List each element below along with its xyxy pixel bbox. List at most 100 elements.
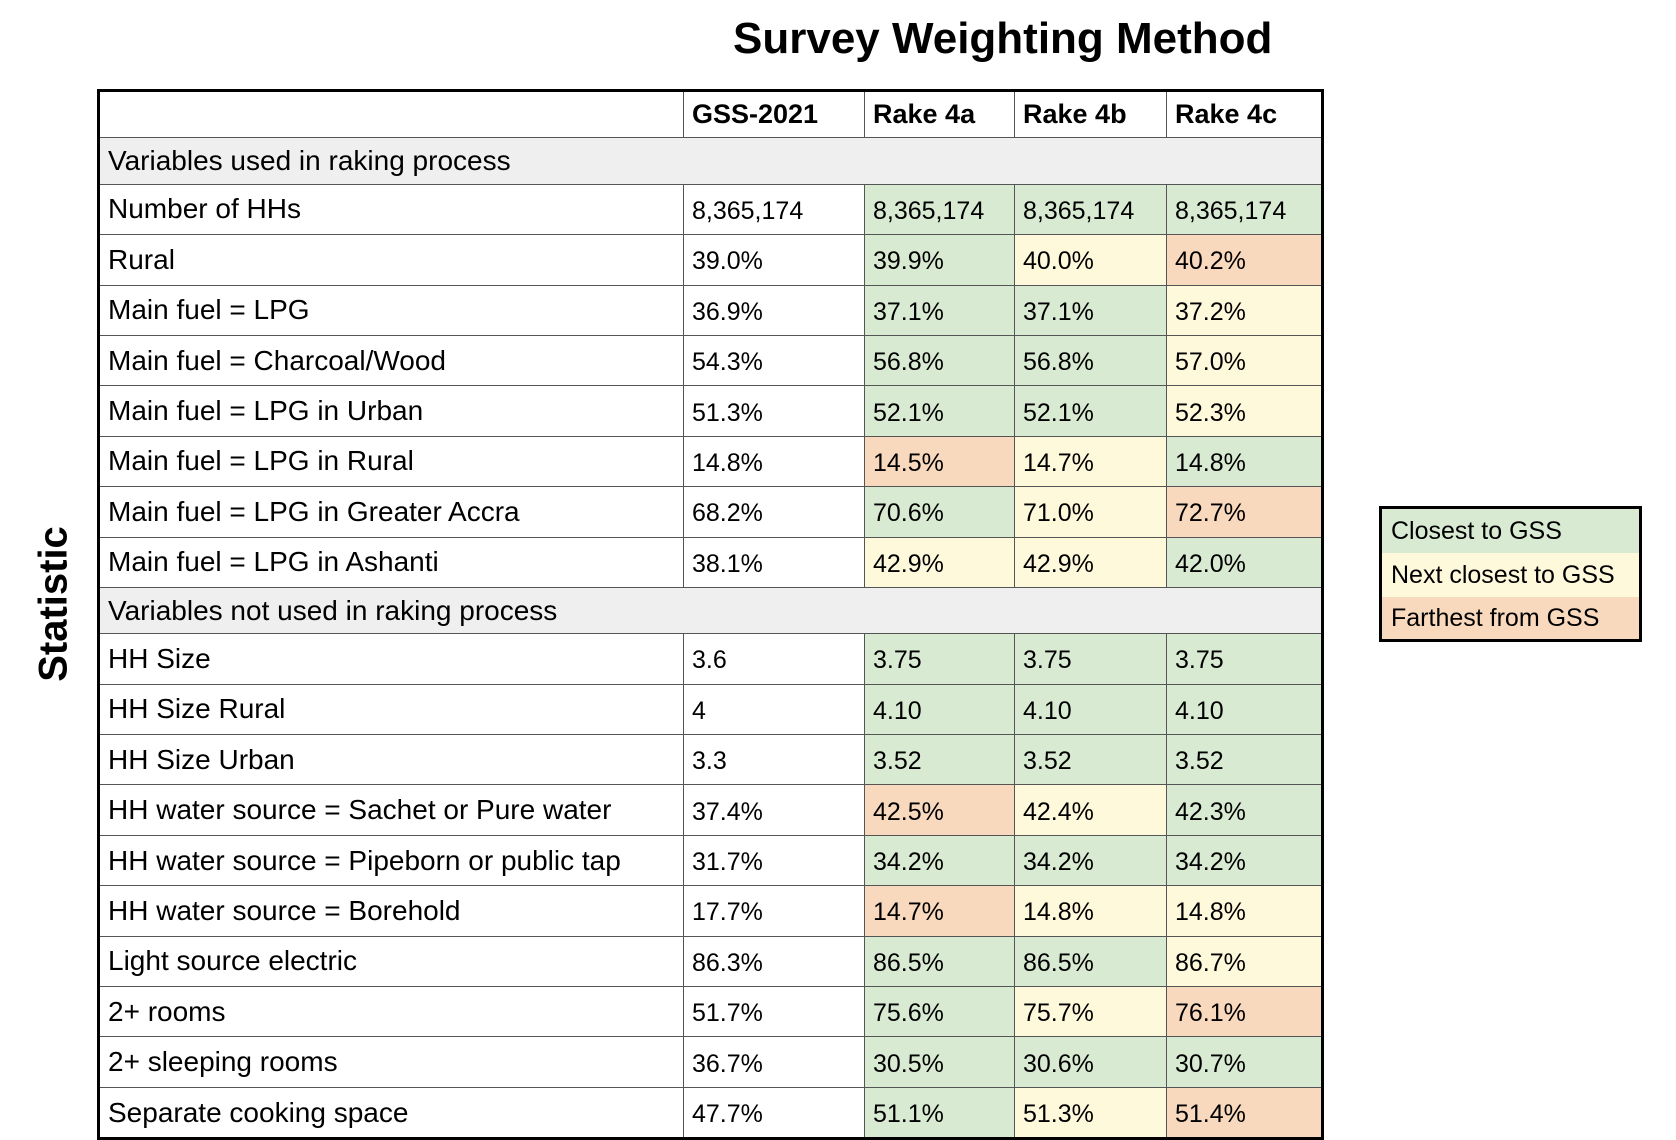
header-gss-2021: GSS-2021 — [683, 89, 865, 139]
value-cell-rake-4c: 3.75 — [1166, 633, 1323, 685]
value-cell-rake-4a: 4.10 — [864, 683, 1015, 736]
value-cell-rake-4c: 3.52 — [1166, 734, 1323, 786]
statistic-label: Rural — [98, 234, 684, 286]
value-cell-gss-2021: 8,365,174 — [683, 183, 865, 236]
value-cell-rake-4b: 3.75 — [1014, 633, 1167, 685]
value-cell-gss-2021: 86.3% — [683, 935, 865, 988]
table-row: Rural 39.0% 39.9% 40.0% 40.2% — [98, 234, 1323, 286]
value-cell-rake-4a: 42.9% — [864, 536, 1015, 588]
value-cell-rake-4a: 42.5% — [864, 784, 1015, 836]
value-cell-gss-2021: 3.6 — [683, 633, 865, 685]
value-cell-gss-2021: 37.4% — [683, 784, 865, 836]
value-cell-rake-4a: 51.1% — [864, 1086, 1015, 1140]
value-cell-gss-2021: 51.3% — [683, 385, 865, 437]
value-cell-gss-2021: 31.7% — [683, 834, 865, 887]
value-cell-rake-4c: 30.7% — [1166, 1036, 1323, 1088]
header-row: GSS-2021 Rake 4a Rake 4b Rake 4c — [98, 89, 1323, 139]
value-cell-rake-4b: 14.8% — [1014, 885, 1167, 937]
value-cell-rake-4b: 75.7% — [1014, 986, 1167, 1038]
table-body: Variables used in raking process Number o… — [98, 137, 1323, 1140]
value-cell-rake-4b: 56.8% — [1014, 334, 1167, 387]
value-cell-gss-2021: 68.2% — [683, 486, 865, 538]
value-cell-rake-4b: 86.5% — [1014, 935, 1167, 988]
value-cell-rake-4c: 57.0% — [1166, 334, 1323, 387]
header-rake-4c: Rake 4c — [1166, 89, 1323, 139]
section-row: Variables not used in raking process — [98, 586, 1323, 635]
value-cell-rake-4a: 37.1% — [864, 284, 1015, 336]
value-cell-rake-4c: 42.0% — [1166, 536, 1323, 588]
statistic-label: Main fuel = LPG — [98, 284, 684, 336]
statistic-label: Main fuel = Charcoal/Wood — [98, 334, 684, 387]
y-axis-label: Statistic — [31, 526, 76, 682]
statistic-label: Main fuel = LPG in Rural — [98, 435, 684, 488]
value-cell-rake-4a: 14.5% — [864, 435, 1015, 488]
value-cell-rake-4b: 42.9% — [1014, 536, 1167, 588]
value-cell-rake-4a: 70.6% — [864, 486, 1015, 538]
table-row: HH water source = Pipeborn or public tap… — [98, 834, 1323, 887]
header-rake-4a: Rake 4a — [864, 89, 1015, 139]
table-row: 2+ rooms 51.7% 75.6% 75.7% 76.1% — [98, 986, 1323, 1038]
value-cell-rake-4c: 4.10 — [1166, 683, 1323, 736]
statistic-label: Main fuel = LPG in Urban — [98, 385, 684, 437]
value-cell-gss-2021: 36.7% — [683, 1036, 865, 1088]
statistic-label: HH water source = Sachet or Pure water — [98, 784, 684, 836]
value-cell-rake-4b: 8,365,174 — [1014, 183, 1167, 236]
value-cell-rake-4c: 72.7% — [1166, 486, 1323, 538]
value-cell-gss-2021: 54.3% — [683, 334, 865, 387]
table-row: HH water source = Borehold 17.7% 14.7% 14.8… — [98, 885, 1323, 937]
value-cell-rake-4c: 37.2% — [1166, 284, 1323, 336]
table-row: HH water source = Sachet or Pure water 37… — [98, 784, 1323, 836]
table-row: HH Size Rural 4 4.10 4.10 4.10 — [98, 683, 1323, 736]
value-cell-rake-4c: 51.4% — [1166, 1086, 1323, 1140]
table-row: Main fuel = LPG in Urban 51.3% 52.1% 52.1% 5… — [98, 385, 1323, 437]
value-cell-rake-4c: 40.2% — [1166, 234, 1323, 286]
value-cell-rake-4a: 30.5% — [864, 1036, 1015, 1088]
value-cell-rake-4a: 75.6% — [864, 986, 1015, 1038]
value-cell-rake-4b: 4.10 — [1014, 683, 1167, 736]
value-cell-rake-4a: 8,365,174 — [864, 183, 1015, 236]
statistic-label: HH Size Rural — [98, 683, 684, 736]
statistic-label: HH Size Urban — [98, 734, 684, 786]
section-label: Variables not used in raking process — [98, 586, 1323, 635]
value-cell-gss-2021: 17.7% — [683, 885, 865, 937]
table-row: 2+ sleeping rooms 36.7% 30.5% 30.6% 30.7% — [98, 1036, 1323, 1088]
section-label: Variables used in raking process — [98, 137, 1323, 185]
value-cell-rake-4a: 34.2% — [864, 834, 1015, 887]
value-cell-rake-4a: 3.75 — [864, 633, 1015, 685]
value-cell-gss-2021: 51.7% — [683, 986, 865, 1038]
value-cell-rake-4b: 37.1% — [1014, 284, 1167, 336]
table-row: HH Size 3.6 3.75 3.75 3.75 — [98, 633, 1323, 685]
value-cell-gss-2021: 36.9% — [683, 284, 865, 336]
value-cell-rake-4b: 30.6% — [1014, 1036, 1167, 1088]
value-cell-rake-4b: 40.0% — [1014, 234, 1167, 286]
table-row: Light source electric 86.3% 86.5% 86.5% 86.7… — [98, 935, 1323, 988]
statistic-label: HH Size — [98, 633, 684, 685]
table-row: Main fuel = LPG in Ashanti 38.1% 42.9% 42.9… — [98, 536, 1323, 588]
value-cell-rake-4c: 14.8% — [1166, 435, 1323, 488]
value-cell-rake-4b: 34.2% — [1014, 834, 1167, 887]
table-row: HH Size Urban 3.3 3.52 3.52 3.52 — [98, 734, 1323, 786]
table-row: Main fuel = Charcoal/Wood 54.3% 56.8% 56.8%… — [98, 334, 1323, 387]
value-cell-rake-4b: 42.4% — [1014, 784, 1167, 836]
statistic-label: 2+ sleeping rooms — [98, 1036, 684, 1088]
header-rake-4b: Rake 4b — [1014, 89, 1167, 139]
legend-item-farthest: Farthest from GSS — [1382, 597, 1639, 639]
value-cell-rake-4a: 86.5% — [864, 935, 1015, 988]
statistics-table: GSS-2021 Rake 4a Rake 4b Rake 4c Variabl… — [97, 89, 1324, 1140]
value-cell-rake-4a: 14.7% — [864, 885, 1015, 937]
statistic-label: Main fuel = LPG in Ashanti — [98, 536, 684, 588]
legend-item-closest: Closest to GSS — [1382, 509, 1639, 553]
value-cell-gss-2021: 14.8% — [683, 435, 865, 488]
statistic-label: HH water source = Pipeborn or public tap — [98, 834, 684, 887]
statistic-label: Main fuel = LPG in Greater Accra — [98, 486, 684, 538]
legend-item-next-closest: Next closest to GSS — [1382, 553, 1639, 597]
value-cell-rake-4c: 34.2% — [1166, 834, 1323, 887]
value-cell-gss-2021: 47.7% — [683, 1086, 865, 1140]
value-cell-rake-4c: 76.1% — [1166, 986, 1323, 1038]
section-row: Variables used in raking process — [98, 137, 1323, 185]
table-row: Separate cooking space 47.7% 51.1% 51.3% 51.… — [98, 1086, 1323, 1140]
value-cell-rake-4b: 71.0% — [1014, 486, 1167, 538]
value-cell-rake-4c: 52.3% — [1166, 385, 1323, 437]
value-cell-rake-4c: 42.3% — [1166, 784, 1323, 836]
header-statistic — [98, 89, 684, 139]
